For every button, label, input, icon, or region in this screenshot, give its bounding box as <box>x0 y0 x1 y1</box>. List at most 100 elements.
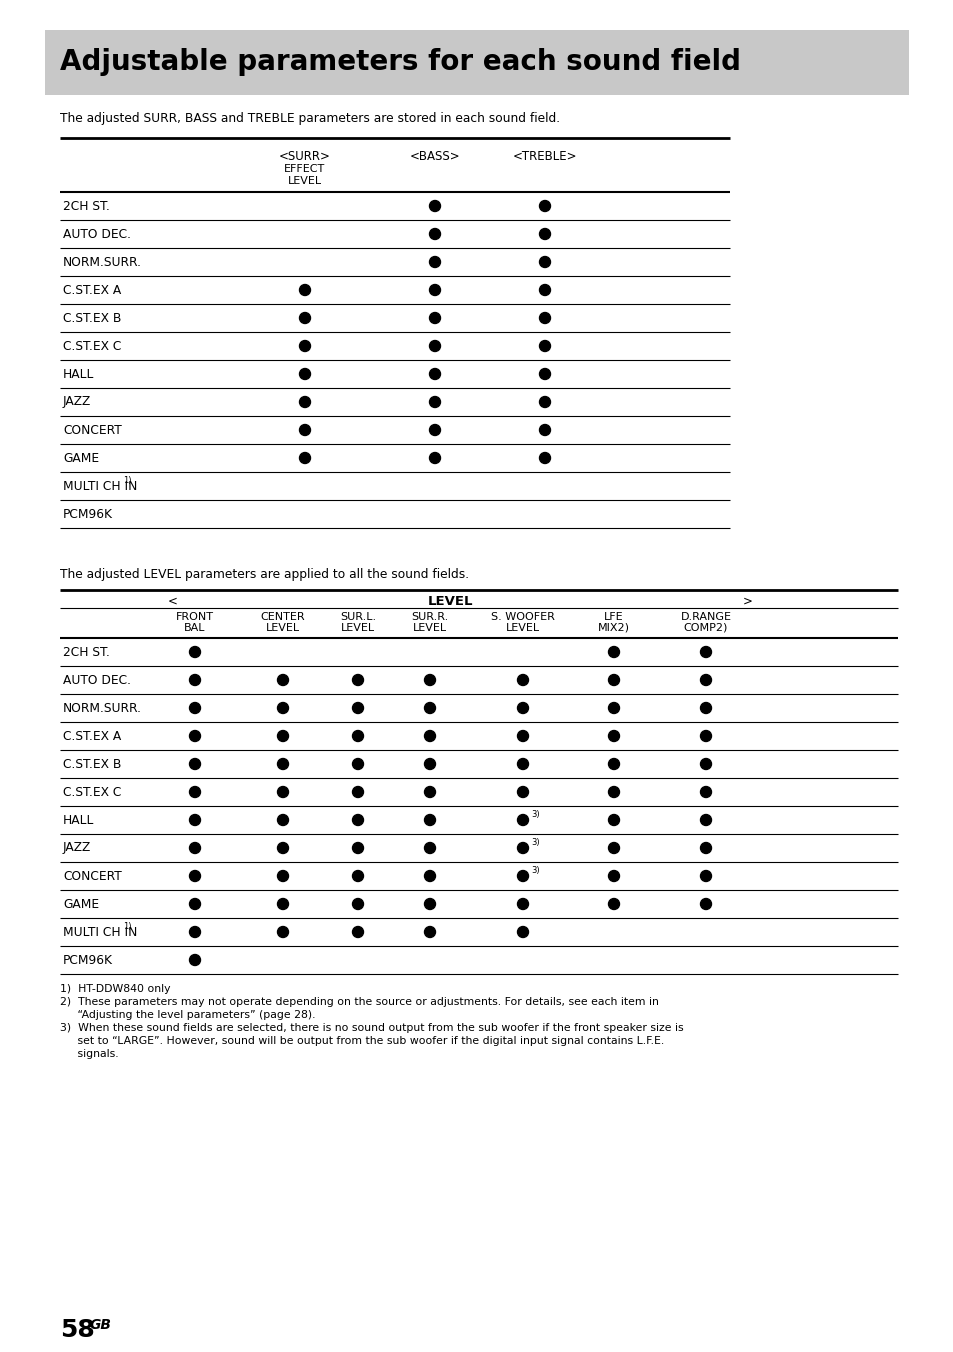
Circle shape <box>429 312 440 323</box>
Text: NORM.SURR.: NORM.SURR. <box>63 702 142 714</box>
Circle shape <box>700 842 711 853</box>
Circle shape <box>352 814 363 826</box>
Circle shape <box>539 257 550 268</box>
Circle shape <box>517 814 528 826</box>
Circle shape <box>429 425 440 435</box>
Circle shape <box>352 871 363 882</box>
Circle shape <box>190 787 200 798</box>
Circle shape <box>190 955 200 965</box>
Text: C.ST.EX B: C.ST.EX B <box>63 311 121 324</box>
Text: 58: 58 <box>60 1318 94 1343</box>
Text: LEVEL: LEVEL <box>427 595 473 608</box>
Text: <BASS>: <BASS> <box>409 150 460 164</box>
Circle shape <box>277 926 288 937</box>
Circle shape <box>424 814 435 826</box>
Circle shape <box>299 312 310 323</box>
Circle shape <box>608 899 618 910</box>
Circle shape <box>429 396 440 407</box>
Text: 3)  When these sound fields are selected, there is no sound output from the sub : 3) When these sound fields are selected,… <box>60 1023 683 1033</box>
Circle shape <box>190 814 200 826</box>
Text: FRONT: FRONT <box>175 612 213 622</box>
Circle shape <box>299 396 310 407</box>
Circle shape <box>352 842 363 853</box>
Circle shape <box>608 758 618 769</box>
Text: AUTO DEC.: AUTO DEC. <box>63 227 131 241</box>
Circle shape <box>539 341 550 352</box>
Text: JAZZ: JAZZ <box>63 396 91 408</box>
Circle shape <box>352 787 363 798</box>
Text: GB: GB <box>90 1318 112 1332</box>
Circle shape <box>517 926 528 937</box>
Circle shape <box>190 675 200 685</box>
Text: 3): 3) <box>531 810 539 818</box>
Circle shape <box>517 787 528 798</box>
Text: C.ST.EX C: C.ST.EX C <box>63 786 121 799</box>
Text: LEVEL: LEVEL <box>505 623 539 633</box>
Text: LEVEL: LEVEL <box>288 176 322 187</box>
Text: C.ST.EX A: C.ST.EX A <box>63 730 121 742</box>
Text: 3): 3) <box>531 837 539 846</box>
Circle shape <box>517 703 528 714</box>
Circle shape <box>352 899 363 910</box>
Circle shape <box>429 369 440 380</box>
Text: SUR.R.: SUR.R. <box>411 612 448 622</box>
Text: 2CH ST.: 2CH ST. <box>63 645 110 658</box>
Circle shape <box>424 842 435 853</box>
Text: set to “LARGE”. However, sound will be output from the sub woofer if the digital: set to “LARGE”. However, sound will be o… <box>60 1036 663 1046</box>
Circle shape <box>608 787 618 798</box>
Circle shape <box>539 396 550 407</box>
Text: C.ST.EX C: C.ST.EX C <box>63 339 121 353</box>
Text: C.ST.EX B: C.ST.EX B <box>63 757 121 771</box>
FancyBboxPatch shape <box>45 30 908 95</box>
Text: HALL: HALL <box>63 368 94 380</box>
Text: MIX2): MIX2) <box>598 623 629 633</box>
Circle shape <box>190 730 200 741</box>
Circle shape <box>608 842 618 853</box>
Text: NORM.SURR.: NORM.SURR. <box>63 256 142 269</box>
Circle shape <box>190 646 200 657</box>
Circle shape <box>539 228 550 239</box>
Circle shape <box>517 899 528 910</box>
Circle shape <box>352 926 363 937</box>
Circle shape <box>517 730 528 741</box>
Circle shape <box>700 675 711 685</box>
Text: 2CH ST.: 2CH ST. <box>63 200 110 212</box>
Text: 2)  These parameters may not operate depending on the source or adjustments. For: 2) These parameters may not operate depe… <box>60 996 659 1007</box>
Circle shape <box>299 341 310 352</box>
Text: CONCERT: CONCERT <box>63 869 122 883</box>
Circle shape <box>700 814 711 826</box>
Circle shape <box>352 758 363 769</box>
Circle shape <box>352 703 363 714</box>
Text: GAME: GAME <box>63 452 99 465</box>
Circle shape <box>299 425 310 435</box>
Circle shape <box>429 284 440 296</box>
Text: 3): 3) <box>531 865 539 875</box>
Circle shape <box>517 842 528 853</box>
Text: EFFECT: EFFECT <box>284 164 325 174</box>
Circle shape <box>429 341 440 352</box>
Circle shape <box>608 730 618 741</box>
Text: S. WOOFER: S. WOOFER <box>491 612 555 622</box>
Circle shape <box>608 675 618 685</box>
Circle shape <box>429 453 440 464</box>
Circle shape <box>277 814 288 826</box>
Text: CENTER: CENTER <box>260 612 305 622</box>
Text: <: < <box>168 595 178 608</box>
Circle shape <box>424 675 435 685</box>
Text: MULTI CH IN: MULTI CH IN <box>63 926 137 938</box>
Circle shape <box>539 425 550 435</box>
Circle shape <box>277 758 288 769</box>
Circle shape <box>700 871 711 882</box>
Circle shape <box>299 453 310 464</box>
Circle shape <box>277 675 288 685</box>
Circle shape <box>277 842 288 853</box>
Text: <TREBLE>: <TREBLE> <box>512 150 577 164</box>
Circle shape <box>277 787 288 798</box>
Circle shape <box>700 730 711 741</box>
Text: PCM96K: PCM96K <box>63 507 112 521</box>
Circle shape <box>539 312 550 323</box>
Circle shape <box>539 284 550 296</box>
Circle shape <box>517 675 528 685</box>
Text: Adjustable parameters for each sound field: Adjustable parameters for each sound fie… <box>60 49 740 77</box>
Text: LFE: LFE <box>603 612 623 622</box>
